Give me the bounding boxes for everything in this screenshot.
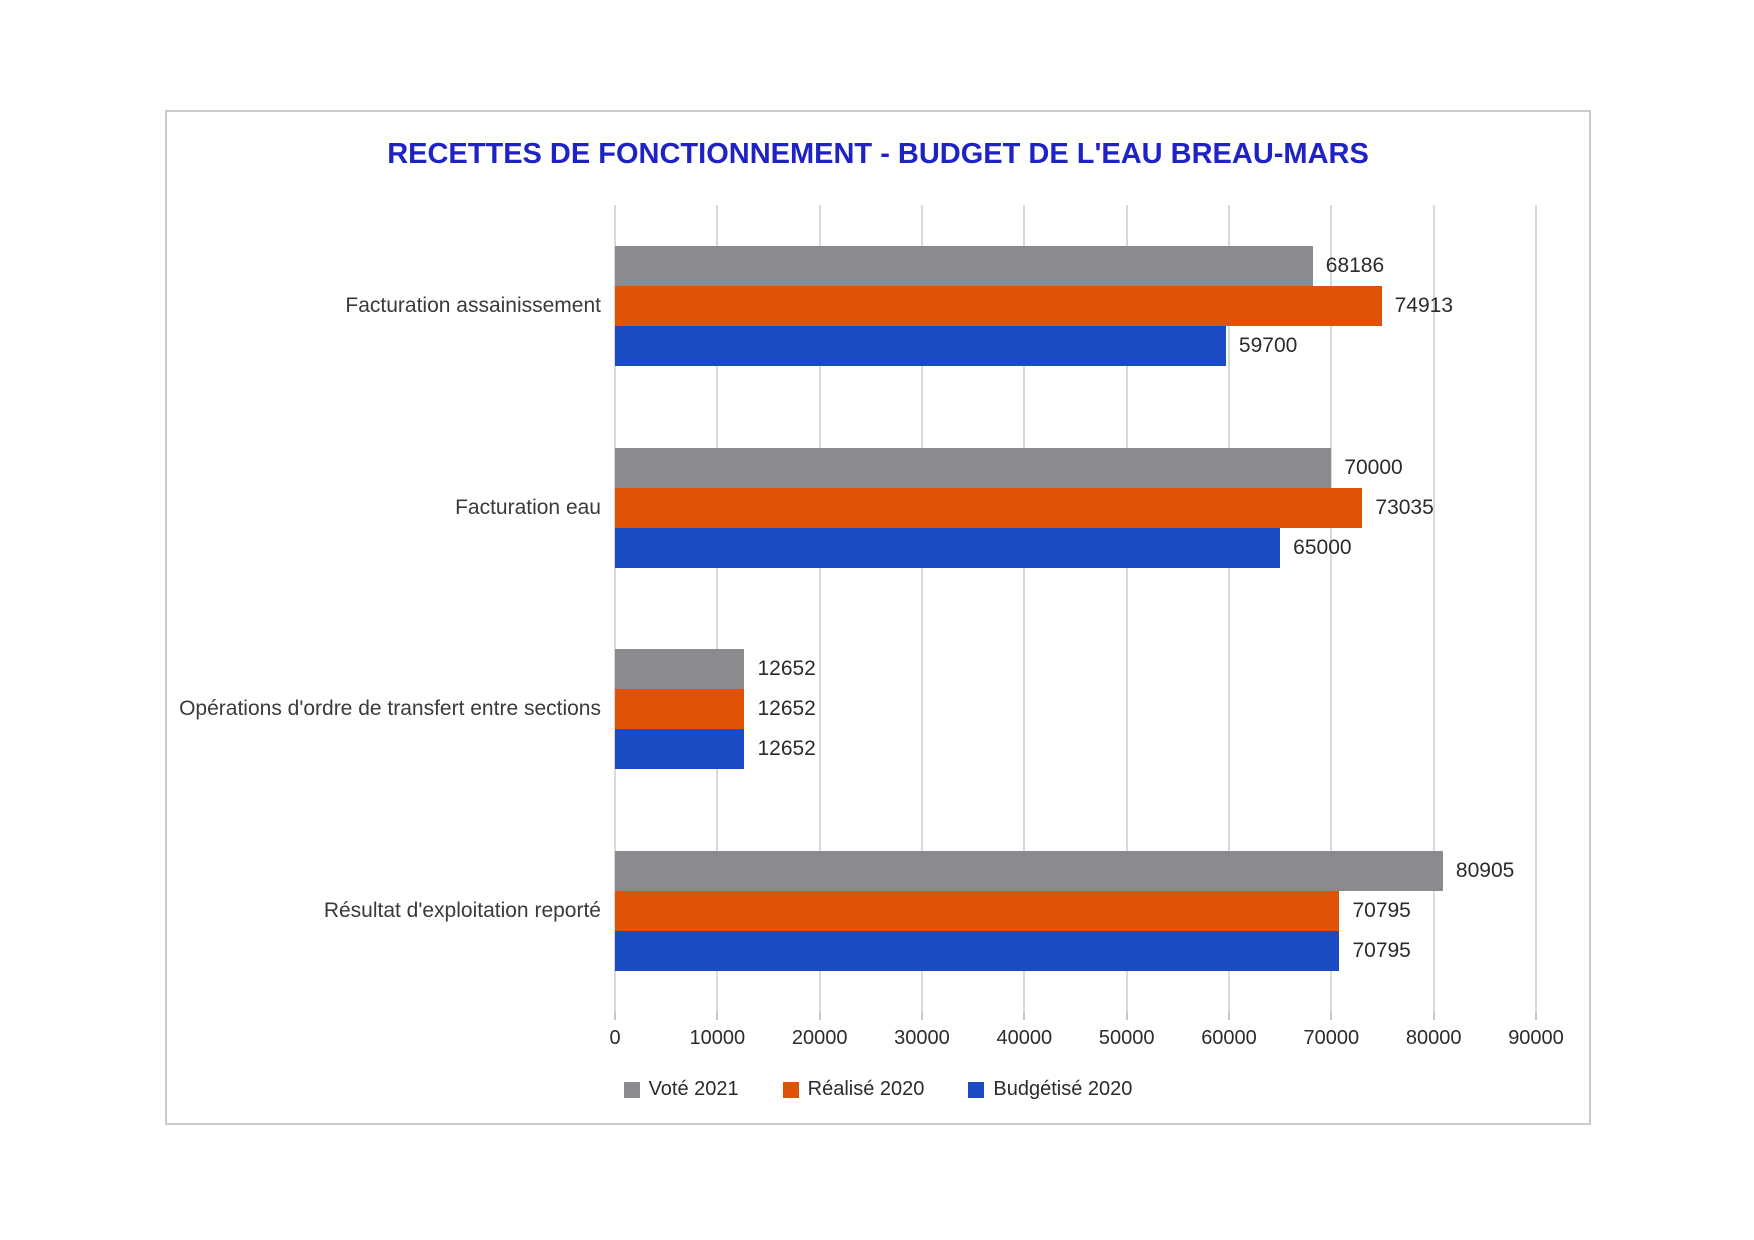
x-axis-labels: 0 10000 20000 30000 40000 50000 60000 70… <box>609 1027 1563 1055</box>
bar-vote-2021 <box>615 447 1332 488</box>
x-tick-label: 90000 <box>1508 1027 1564 1049</box>
bar-row: 65000 <box>615 527 1536 568</box>
x-tick-mark <box>1228 1012 1230 1020</box>
category-label: Opérations d'ordre de transfert entre se… <box>179 697 601 721</box>
bar-group-resultat-exploitation: 80905 70795 70795 <box>615 810 1536 1012</box>
x-tick-mark <box>1023 1012 1026 1020</box>
bar-row: 59700 <box>615 325 1536 366</box>
gridline <box>1023 205 1026 1012</box>
bar-value-label: 74913 <box>1394 293 1454 317</box>
gridline <box>1330 205 1333 1012</box>
bar-row: 70795 <box>615 931 1536 972</box>
x-tick-mark <box>614 1012 616 1020</box>
x-tick-mark <box>1125 1012 1128 1020</box>
x-tick-label: 60000 <box>1201 1027 1257 1049</box>
bar-vote-2021 <box>615 245 1313 286</box>
bar-value-label: 70795 <box>1352 939 1411 963</box>
bar-value-label: 12652 <box>757 697 816 721</box>
bar-row: 12652 <box>615 649 1536 690</box>
bar-budgetise-2020 <box>615 325 1226 366</box>
legend-item-budgetise-2020: Budgétisé 2020 <box>968 1078 1132 1101</box>
bar-value-label: 70795 <box>1352 899 1411 923</box>
bar-value-label: 59700 <box>1238 333 1298 357</box>
x-tick-mark <box>1432 1012 1435 1020</box>
category-label: Facturation eau <box>455 495 601 519</box>
legend-label: Voté 2021 <box>648 1078 739 1100</box>
x-tick-label: 20000 <box>791 1027 848 1049</box>
bar-vote-2021 <box>615 851 1443 892</box>
gridline <box>1535 205 1537 1012</box>
bar-row: 80905 <box>615 851 1536 892</box>
bar-value-label: 65000 <box>1293 535 1352 559</box>
x-tick-label: 70000 <box>1303 1027 1360 1049</box>
category-axis: Facturation assainissement Facturation e… <box>177 205 601 1012</box>
bar-vote-2021 <box>615 649 745 690</box>
x-axis-ticks <box>614 1012 1537 1020</box>
legend-marker-budgetise-2020 <box>968 1081 985 1098</box>
x-tick-label: 30000 <box>894 1027 950 1049</box>
x-tick-mark <box>716 1012 719 1020</box>
x-tick-mark <box>1535 1012 1537 1020</box>
bar-realise-2020 <box>615 689 745 730</box>
legend-label: Budgétisé 2020 <box>993 1078 1133 1100</box>
bar-value-label: 73035 <box>1375 495 1434 519</box>
bar-groups: 68186 74913 59700 70000 73035 <box>615 205 1536 1012</box>
bar-value-label: 70000 <box>1344 455 1403 479</box>
bar-value-label: 68186 <box>1325 253 1385 277</box>
x-tick-mark <box>818 1012 821 1020</box>
bar-group-facturation-eau: 70000 73035 65000 <box>615 407 1536 609</box>
x-tick-label: 0 <box>609 1027 621 1049</box>
x-tick-label: 10000 <box>689 1027 746 1049</box>
legend-marker-realise-2020 <box>782 1081 799 1098</box>
legend: Voté 2021 Réalisé 2020 Budgétisé 2020 <box>167 1078 1589 1101</box>
gridline <box>920 205 923 1012</box>
x-tick-label: 50000 <box>1098 1027 1155 1049</box>
bar-realise-2020 <box>615 891 1340 932</box>
gridline <box>818 205 821 1012</box>
legend-marker-vote-2021 <box>623 1081 640 1098</box>
chart-container: RECETTES DE FONCTIONNEMENT - BUDGET DE L… <box>165 110 1591 1125</box>
category-label: Facturation assainissement <box>345 293 601 317</box>
bar-row: 12652 <box>615 689 1536 730</box>
x-tick-label: 80000 <box>1405 1027 1462 1049</box>
bar-row: 74913 <box>615 285 1536 326</box>
bar-budgetise-2020 <box>615 527 1281 568</box>
bar-budgetise-2020 <box>615 931 1340 972</box>
gridline <box>614 205 616 1012</box>
bar-realise-2020 <box>615 285 1382 326</box>
x-tick-mark <box>1330 1012 1333 1020</box>
bar-row: 70795 <box>615 891 1536 932</box>
gridline <box>1432 205 1435 1012</box>
x-tick-mark <box>920 1012 923 1020</box>
bar-row: 73035 <box>615 487 1536 528</box>
legend-label: Réalisé 2020 <box>807 1078 925 1100</box>
category-label: Résultat d'exploitation reporté <box>323 899 601 923</box>
plot-area: 68186 74913 59700 70000 73035 <box>614 205 1537 1012</box>
bar-value-label: 12652 <box>757 657 816 681</box>
gridline <box>716 205 719 1012</box>
bar-row: 12652 <box>615 729 1536 770</box>
bar-group-operations-ordre: 12652 12652 12652 <box>615 609 1536 811</box>
legend-item-vote-2021: Voté 2021 <box>623 1078 739 1101</box>
bar-row: 70000 <box>615 447 1536 488</box>
bar-row: 68186 <box>615 245 1536 286</box>
chart-title: RECETTES DE FONCTIONNEMENT - BUDGET DE L… <box>387 138 1369 170</box>
bar-group-facturation-assainissement: 68186 74913 59700 <box>615 205 1536 407</box>
bar-realise-2020 <box>615 487 1363 528</box>
bar-value-label: 80905 <box>1455 859 1515 883</box>
legend-item-realise-2020: Réalisé 2020 <box>782 1078 925 1101</box>
bar-value-label: 12652 <box>757 737 816 761</box>
gridline <box>1228 205 1230 1012</box>
bar-budgetise-2020 <box>615 729 745 770</box>
gridline <box>1125 205 1128 1012</box>
x-tick-label: 40000 <box>996 1027 1053 1049</box>
